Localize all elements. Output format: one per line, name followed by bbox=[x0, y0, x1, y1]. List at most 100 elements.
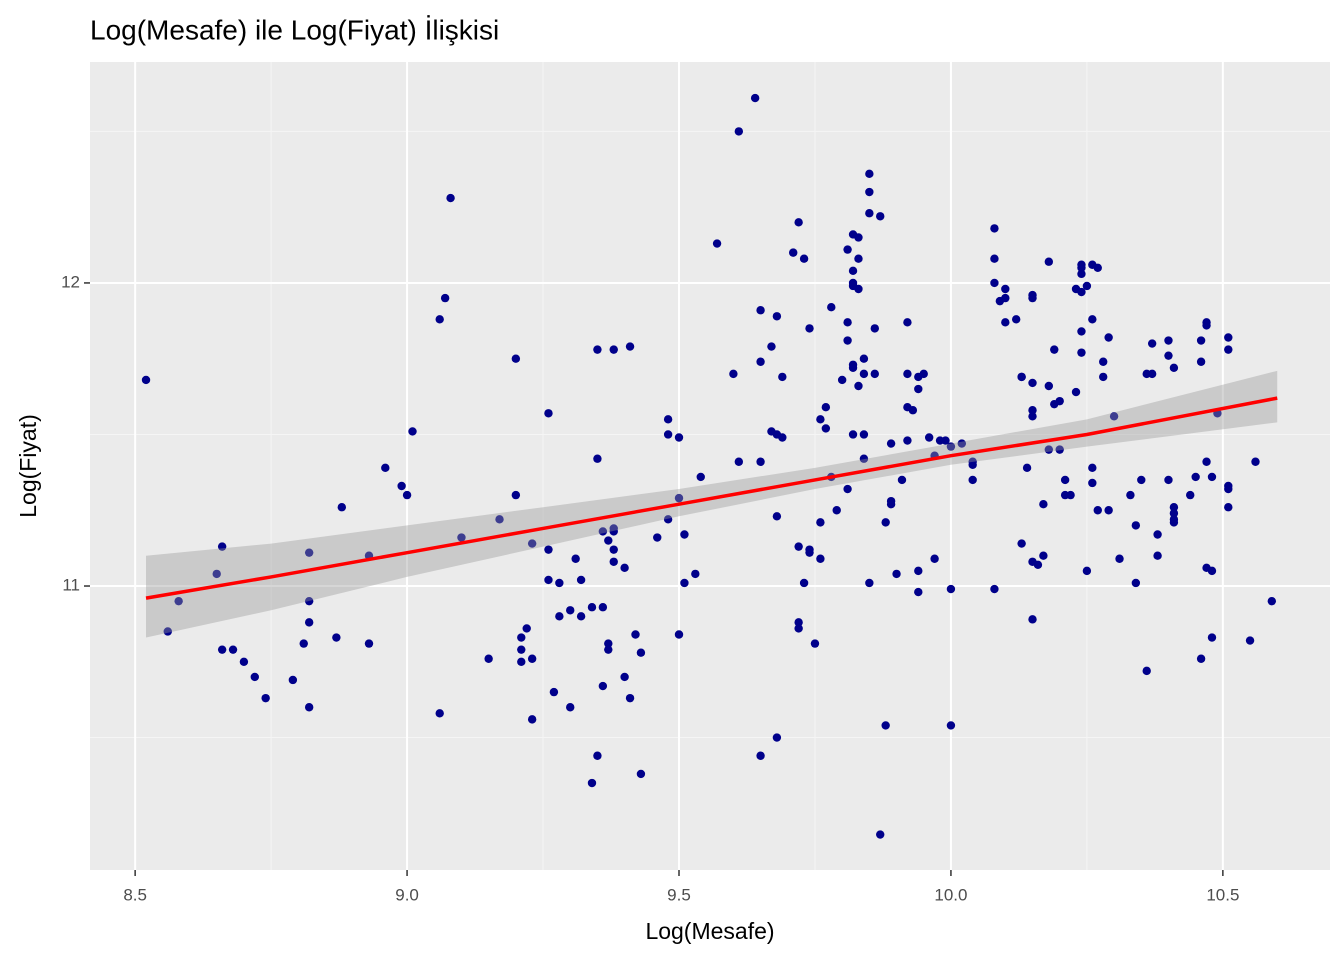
point bbox=[1267, 596, 1277, 606]
point bbox=[1093, 506, 1102, 515]
point bbox=[903, 318, 912, 327]
point bbox=[1050, 345, 1059, 354]
point bbox=[881, 518, 890, 527]
point bbox=[794, 218, 803, 227]
point bbox=[1153, 530, 1162, 539]
point bbox=[848, 278, 858, 288]
point bbox=[674, 433, 684, 442]
point bbox=[1196, 336, 1206, 345]
point bbox=[886, 499, 896, 509]
x-tick-label: 9.0 bbox=[395, 885, 419, 904]
point bbox=[566, 703, 575, 712]
point bbox=[620, 563, 629, 573]
point bbox=[435, 709, 444, 718]
point bbox=[772, 312, 782, 321]
point bbox=[886, 439, 896, 448]
point bbox=[734, 457, 744, 466]
point bbox=[1207, 566, 1217, 576]
point bbox=[217, 542, 227, 551]
point bbox=[729, 369, 738, 379]
point bbox=[914, 566, 923, 576]
point bbox=[1245, 636, 1255, 645]
point bbox=[555, 578, 564, 588]
point bbox=[555, 612, 564, 621]
point bbox=[457, 533, 466, 542]
point bbox=[299, 639, 308, 648]
point bbox=[1142, 666, 1151, 676]
point bbox=[381, 463, 390, 473]
point bbox=[609, 524, 618, 533]
point bbox=[919, 369, 928, 379]
point bbox=[598, 527, 608, 536]
x-tick-label: 10.5 bbox=[1206, 885, 1239, 904]
point bbox=[1088, 463, 1097, 473]
point bbox=[859, 369, 869, 379]
point bbox=[1126, 490, 1135, 500]
point bbox=[897, 475, 907, 485]
point bbox=[794, 624, 803, 633]
point bbox=[1060, 475, 1070, 485]
point bbox=[598, 681, 608, 691]
point bbox=[870, 369, 879, 379]
point bbox=[517, 657, 526, 666]
point bbox=[859, 354, 869, 363]
x-tick-label: 9.5 bbox=[667, 885, 691, 904]
point bbox=[609, 545, 618, 554]
point bbox=[1088, 315, 1097, 324]
point bbox=[799, 254, 809, 263]
point bbox=[239, 657, 249, 666]
point bbox=[517, 633, 526, 642]
point bbox=[544, 575, 553, 585]
point bbox=[653, 533, 662, 542]
point bbox=[598, 603, 608, 612]
point bbox=[1099, 372, 1108, 382]
point bbox=[1001, 318, 1010, 327]
point bbox=[865, 169, 874, 179]
point bbox=[609, 345, 618, 354]
panel bbox=[90, 62, 1330, 870]
point bbox=[712, 239, 722, 248]
fit-line bbox=[145, 396, 1278, 600]
point bbox=[1207, 472, 1217, 482]
point bbox=[680, 530, 689, 539]
point bbox=[1028, 378, 1037, 388]
point bbox=[304, 703, 314, 712]
y-axis-title: Log(Fiyat) bbox=[15, 414, 41, 518]
x-tick-label: 8.5 bbox=[123, 885, 147, 904]
point bbox=[517, 645, 526, 654]
point bbox=[1028, 293, 1037, 303]
point bbox=[1044, 381, 1054, 391]
point bbox=[636, 648, 646, 657]
point bbox=[1028, 406, 1037, 415]
point bbox=[837, 375, 847, 385]
point bbox=[1164, 475, 1173, 485]
point bbox=[587, 603, 597, 612]
point bbox=[859, 454, 869, 463]
point bbox=[1039, 551, 1048, 560]
point bbox=[1251, 457, 1260, 466]
point bbox=[805, 545, 814, 554]
point bbox=[1099, 357, 1108, 366]
point bbox=[865, 578, 874, 588]
point bbox=[1164, 351, 1173, 360]
point bbox=[511, 354, 521, 363]
marks bbox=[141, 93, 1278, 839]
point bbox=[810, 639, 820, 648]
point bbox=[1104, 333, 1113, 342]
point bbox=[1022, 463, 1032, 473]
point bbox=[914, 587, 923, 597]
point bbox=[1055, 445, 1064, 454]
point bbox=[1142, 369, 1151, 379]
point bbox=[609, 557, 618, 566]
point bbox=[794, 618, 803, 627]
point bbox=[337, 503, 347, 512]
point bbox=[941, 436, 950, 445]
point bbox=[364, 639, 374, 648]
point bbox=[631, 630, 640, 639]
point bbox=[1093, 263, 1102, 272]
point bbox=[843, 245, 852, 254]
point bbox=[1104, 506, 1113, 515]
point bbox=[141, 375, 151, 385]
point bbox=[1147, 339, 1157, 348]
